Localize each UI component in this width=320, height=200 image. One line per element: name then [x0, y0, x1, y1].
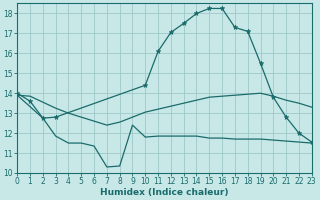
- X-axis label: Humidex (Indice chaleur): Humidex (Indice chaleur): [100, 188, 229, 197]
